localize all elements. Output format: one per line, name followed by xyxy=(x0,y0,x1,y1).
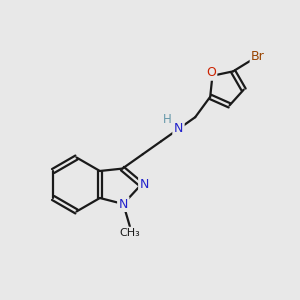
Text: Br: Br xyxy=(251,50,265,63)
Text: N: N xyxy=(174,122,183,136)
Text: O: O xyxy=(206,66,216,79)
Text: N: N xyxy=(140,178,149,191)
Text: N: N xyxy=(118,197,128,211)
Text: H: H xyxy=(163,113,172,126)
Text: CH₃: CH₃ xyxy=(119,228,140,238)
